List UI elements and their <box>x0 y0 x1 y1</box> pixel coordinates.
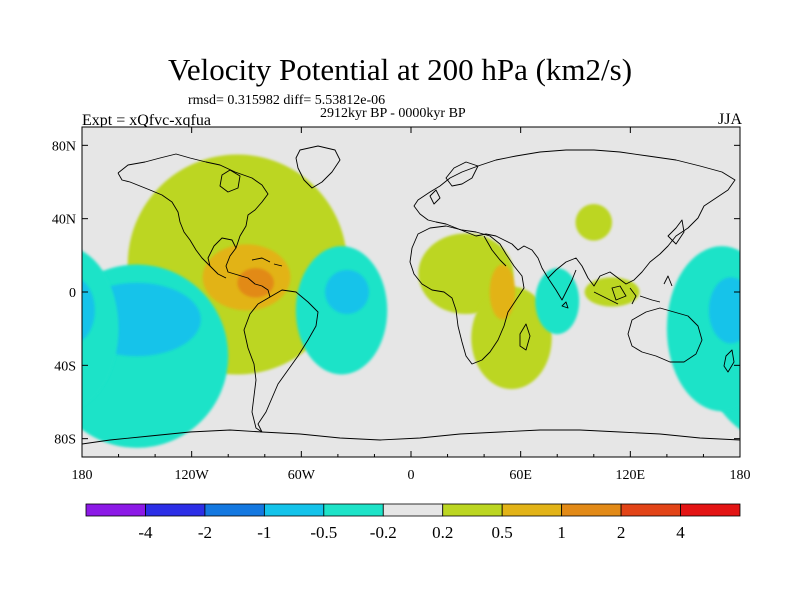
colorbar-swatch <box>680 503 741 517</box>
colorbar-label: -2 <box>198 523 212 542</box>
colorbar-swatch <box>145 503 206 517</box>
season-label: JJA <box>717 111 742 128</box>
south-america-coast <box>243 289 319 433</box>
lon-tick-label: 0 <box>408 468 415 483</box>
lat-tick-label: 80S <box>54 433 76 448</box>
region-east-africa-core <box>489 264 516 320</box>
lon-tick-label: 60E <box>509 468 532 483</box>
red-sea-coast <box>483 235 507 267</box>
stats-subtitle: rmsd= 0.315982 diff= 5.53812e-06 <box>188 93 386 108</box>
colorbar-swatch <box>442 503 503 517</box>
lat-tick-label: 80N <box>52 139 76 154</box>
madagascar-coast <box>519 323 531 351</box>
scandinavia-coast <box>445 161 479 187</box>
colorbar-label: 2 <box>617 523 626 542</box>
hudson-bay-coast <box>219 169 241 193</box>
map-axes: 80N 40N 0 40S 80S 180 120W 60W 0 60E 120E 180 <box>52 127 751 483</box>
australia-coast <box>627 307 703 363</box>
colorbar-label: -4 <box>138 523 153 542</box>
new-zealand-coast <box>723 349 735 373</box>
colorbar-swatch <box>263 503 325 517</box>
colorbar-label: 4 <box>676 523 685 542</box>
colorbar-swatch <box>85 503 146 517</box>
eurasia-coast <box>413 149 736 287</box>
region-indian-ocean-positive <box>471 286 552 390</box>
colorbar-swatch <box>323 503 384 517</box>
region-west-pacific-negative-wrap <box>82 250 119 407</box>
colorbar-label: -1 <box>257 523 271 542</box>
region-west-pacific-core <box>708 277 740 344</box>
lat-tick-label: 40S <box>54 359 76 374</box>
lat-tick-label: 40N <box>52 213 76 228</box>
lon-tick-label: 120W <box>175 468 210 483</box>
lon-tick-label: 120E <box>616 468 646 483</box>
colorbar-swatch <box>382 503 444 517</box>
colorbar-swatch <box>501 503 563 517</box>
colorbar-label: 0.2 <box>432 523 453 542</box>
colorbar-swatch <box>561 503 622 517</box>
colorbar-swatch <box>204 503 265 517</box>
indonesia-islands <box>593 275 673 305</box>
coastlines <box>82 145 740 445</box>
sri-lanka <box>561 301 569 309</box>
region-maritime-continent-positive <box>584 277 640 307</box>
region-west-pacific-core-wrap <box>82 280 95 341</box>
colorbar-label: 1 <box>557 523 566 542</box>
colorbar-label: 0.5 <box>492 523 513 542</box>
colorbar-label: -0.2 <box>370 523 397 542</box>
greenland-coast <box>295 145 341 189</box>
region-east-pacific-core-wrap <box>730 300 740 339</box>
region-south-atlantic-core <box>325 270 369 314</box>
japan-coast <box>667 219 685 245</box>
region-bay-of-bengal-negative <box>535 268 580 335</box>
plot-title: Velocity Potential at 200 hPa (km2/s) <box>167 52 633 87</box>
lon-tick-label: 180 <box>72 468 93 483</box>
period-subtitle: 2912kyr BP - 0000kyr BP <box>320 106 466 121</box>
region-africa-positive <box>418 233 514 314</box>
region-tibet-positive <box>575 204 613 241</box>
british-isles <box>429 189 441 205</box>
colorbar: -4 -2 -1 -0.5 -0.2 0.2 0.5 1 2 4 <box>85 503 741 542</box>
north-america-coast <box>117 153 271 298</box>
experiment-label: Expt = xQfvc-xqfua <box>82 112 211 129</box>
india-coast <box>547 269 577 301</box>
lon-tick-label: 60W <box>288 468 316 483</box>
antarctica-coast <box>82 429 740 445</box>
lon-tick-label: 180 <box>730 468 751 483</box>
lat-tick-label: 0 <box>69 286 76 301</box>
caribbean-islands <box>251 257 283 267</box>
colorbar-swatch <box>620 503 681 517</box>
region-central-america-max <box>237 268 274 298</box>
colorbar-label: -0.5 <box>310 523 337 542</box>
africa-coast <box>409 225 525 365</box>
